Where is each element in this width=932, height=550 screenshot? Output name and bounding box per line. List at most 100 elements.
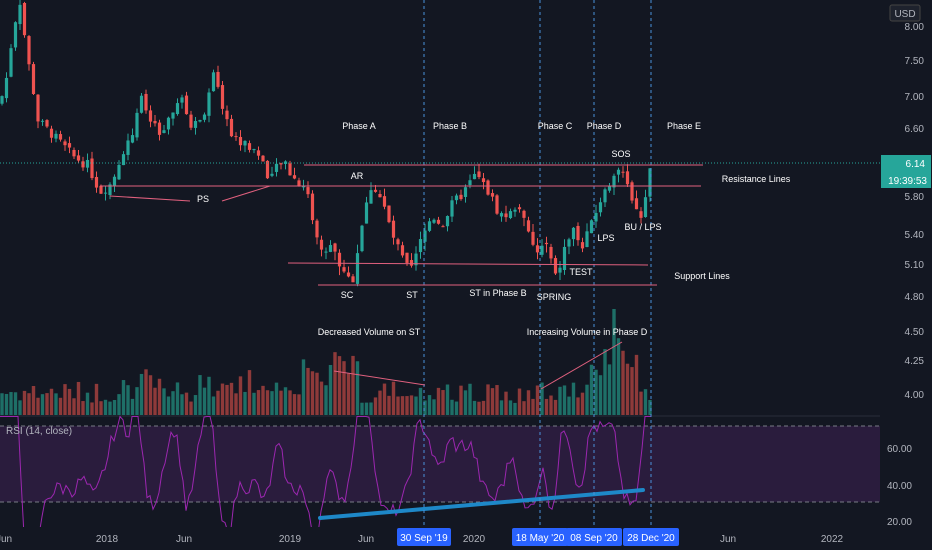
candle-body — [378, 194, 382, 198]
candle-body — [580, 242, 585, 249]
candle-body — [571, 227, 576, 240]
event-label: PS — [197, 194, 209, 204]
volume-bar — [144, 369, 148, 415]
volume-bar — [135, 387, 139, 415]
volume-bar — [4, 393, 9, 415]
volume-bar — [333, 352, 337, 415]
volume-bar — [445, 384, 450, 415]
candle-body — [189, 114, 193, 128]
volume-bar — [432, 399, 436, 415]
volume-bar — [22, 390, 27, 415]
currency-badge — [889, 4, 921, 22]
candle-body — [36, 94, 40, 122]
candle-body — [621, 171, 625, 173]
candle-body — [364, 202, 369, 224]
candle-body — [216, 71, 220, 87]
candle-body — [333, 243, 337, 252]
event-label: SOS — [611, 149, 630, 159]
volume-bar — [571, 382, 576, 415]
phase-label: Phase E — [667, 121, 701, 131]
time-tick: 2019 — [279, 534, 302, 545]
candle-body — [63, 141, 67, 146]
candle-body — [472, 173, 477, 180]
candle-body — [477, 171, 481, 178]
candle-body — [594, 212, 598, 222]
volume-bar — [184, 392, 189, 415]
candle-body — [553, 258, 558, 274]
candle-body — [27, 36, 31, 65]
candle-body — [252, 149, 256, 151]
rsi-label: RSI (14, close) — [6, 426, 72, 437]
date-badge — [397, 528, 451, 546]
volume-bar — [225, 384, 229, 415]
candle-body — [535, 245, 540, 253]
candle-body — [396, 239, 400, 245]
volume-bar — [576, 397, 580, 415]
volume-bar — [279, 390, 283, 415]
candle-body — [153, 120, 157, 124]
volume-bar — [454, 401, 459, 415]
candle-body — [454, 195, 459, 201]
candle-body — [441, 226, 445, 228]
event-label: ST in Phase B — [469, 288, 526, 298]
candle-body — [144, 93, 148, 111]
candle-body — [148, 110, 153, 122]
volume-bar — [211, 396, 216, 415]
volume-bar — [391, 381, 396, 415]
volume-bar — [639, 391, 643, 415]
volume-bar — [427, 395, 432, 415]
volume-bar — [472, 400, 477, 415]
candle-body — [193, 121, 198, 128]
volume-bar — [76, 381, 81, 415]
volume-bar — [337, 356, 342, 415]
time-tick: 2018 — [96, 534, 119, 545]
candle-body — [202, 114, 207, 120]
candle-body — [598, 202, 603, 213]
volume-bar — [360, 402, 364, 415]
volume-bar — [9, 392, 13, 415]
candle-body — [58, 134, 63, 140]
volume-bar — [81, 401, 85, 415]
candle-body — [157, 122, 162, 135]
candle-body — [49, 128, 54, 138]
volume-bar — [126, 385, 130, 415]
volume-bar — [495, 385, 499, 415]
support-line-upper — [287, 262, 649, 266]
volume-bar — [45, 393, 49, 415]
candle-body — [18, 4, 22, 25]
candle-body — [382, 196, 387, 207]
candle-body — [184, 95, 189, 115]
volume-bar — [207, 376, 211, 415]
event-label: BU / LPS — [624, 222, 661, 232]
candle-body — [648, 168, 652, 197]
volume-bar — [171, 391, 175, 415]
volume-bar — [310, 371, 315, 415]
volume-bar — [387, 395, 391, 415]
volume-bar — [369, 402, 373, 415]
candle-body — [342, 267, 346, 272]
volume-bar — [585, 384, 589, 415]
volume-bar — [220, 383, 225, 415]
volume-bar — [463, 390, 468, 415]
volume-bar — [504, 391, 508, 415]
volume-bar — [382, 383, 387, 415]
volume-bar — [405, 396, 409, 415]
volume-bar — [468, 383, 472, 415]
volume-bar — [400, 396, 405, 415]
volume-bar — [130, 398, 135, 415]
candle-body — [229, 118, 234, 137]
volume-bar — [540, 382, 544, 415]
candle-body — [256, 150, 261, 156]
volume-bar — [490, 388, 495, 415]
volume-bar — [486, 384, 490, 415]
countdown-value: 19:39:53 — [888, 176, 927, 187]
volume-bar — [99, 401, 103, 415]
candle-body — [486, 180, 490, 195]
volume-bar — [378, 390, 382, 415]
date-badge — [623, 528, 679, 546]
volume-bar — [526, 390, 531, 415]
time-tick: Jun — [358, 534, 374, 545]
candle-body — [459, 194, 463, 200]
price-tick: 6.60 — [905, 124, 925, 135]
